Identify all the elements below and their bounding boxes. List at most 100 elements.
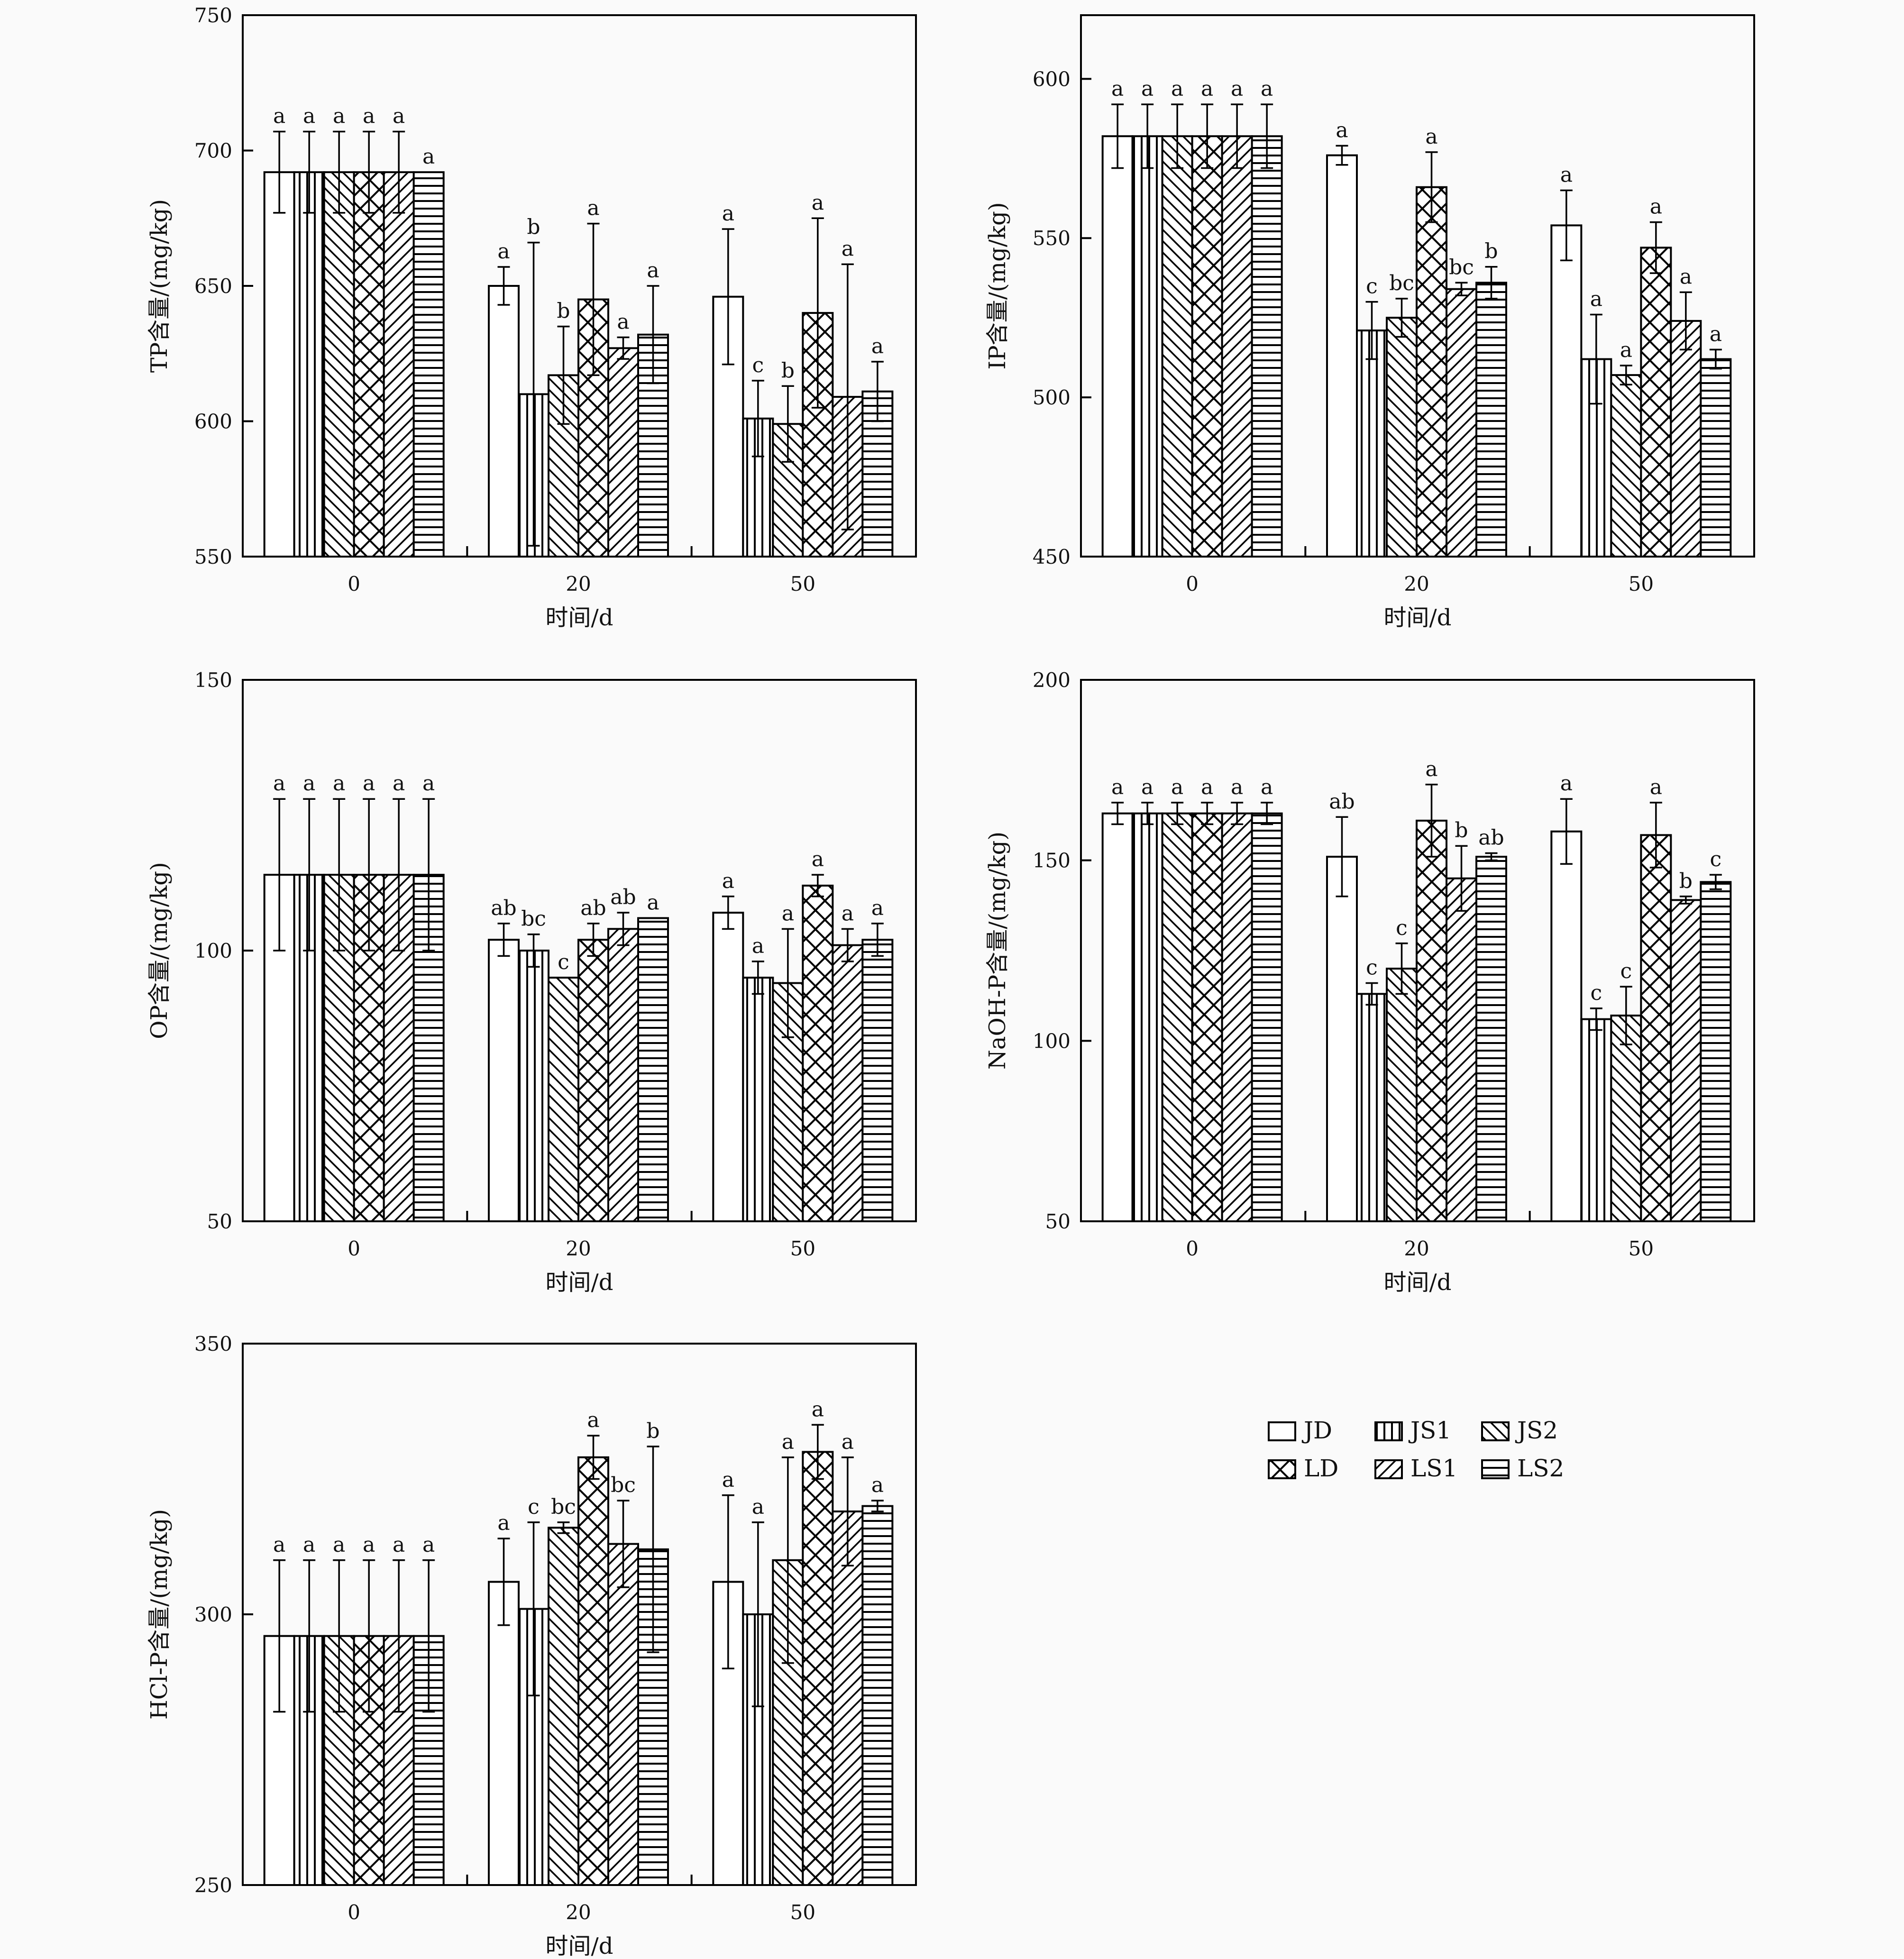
x-tick-label: 20 [566,1237,591,1260]
x-tick-label: 20 [566,572,591,595]
bar-JS1-20 [1356,330,1388,558]
bar-LS2-0 [1251,812,1283,1222]
legend-item-LS1: LS1 [1374,1455,1457,1482]
significance-label: b [781,358,795,383]
error-bar-JD-20 [1336,145,1348,166]
significance-label: bc [611,1473,636,1497]
error-bar-JD-0 [273,1559,286,1713]
error-bar-LD-50 [1649,221,1662,274]
significance-label: a [1111,77,1124,101]
error-bar-LD-20 [587,1435,600,1480]
significance-label: a [1201,77,1213,101]
bar-LS2-50 [861,1505,894,1886]
significance-label: a [363,104,375,128]
bar-JS1-0 [1131,812,1163,1222]
significance-label: a [363,1533,375,1557]
significance-label: a [1231,77,1243,101]
error-bar-LD-20 [1425,151,1438,223]
significance-label: c [1620,959,1632,983]
error-bar-JS1-0 [303,798,316,952]
error-bar-JS1-0 [303,1559,316,1713]
legend-item-LD: LD [1268,1455,1338,1482]
error-bar-LS2-50 [1709,874,1722,890]
bar-LS2-20 [1475,856,1507,1222]
significance-label: a [1261,775,1273,799]
bar-JS1-50 [1580,1018,1612,1222]
bar-JS2-20 [548,977,579,1223]
error-bar-LS2-20 [1485,265,1498,300]
significance-label: a [393,1533,405,1557]
error-bar-LS2-0 [1261,802,1273,825]
significance-label: a [333,104,345,128]
significance-label: a [1620,338,1632,362]
bar-LD-50 [1640,247,1672,558]
legend-swatch [1481,1459,1510,1479]
error-bar-LD-0 [1201,802,1214,825]
error-bar-LS2-50 [1709,348,1722,370]
significance-label: b [1455,818,1468,842]
y-axis-title: OP含量/(mg/kg) [146,862,173,1039]
significance-label: a [1590,287,1602,311]
bar-JD-20 [1326,856,1358,1222]
bar-LD-0 [1191,135,1223,558]
x-tick-label: 50 [1629,572,1654,595]
y-tick-label: 750 [194,4,232,27]
y-tick-label: 650 [194,275,232,298]
bar-LD-50 [802,884,834,1222]
error-bar-JD-20 [497,923,510,957]
significance-label: b [557,299,570,323]
error-bar-JS1-0 [303,130,316,214]
significance-label: a [722,869,734,893]
significance-label: a [752,1495,764,1519]
error-bar-JD-0 [1111,103,1124,169]
error-bar-LD-0 [1201,103,1214,169]
bar-LD-20 [1416,186,1447,558]
bar-JS1-0 [1131,135,1163,558]
error-bar-LD-50 [811,874,824,897]
significance-label: b [1484,239,1498,264]
legend-item-JS1: JS1 [1374,1417,1451,1444]
x-axis-title: 时间/d [546,1269,613,1296]
error-bar-JD-0 [1111,802,1124,825]
x-tick-label: 20 [1404,1237,1429,1260]
bar-JD-0 [1101,812,1134,1222]
error-bar-LD-0 [363,130,375,214]
significance-label: ab [610,885,636,909]
error-bar-JS2-50 [1620,365,1632,385]
y-axis-title: HCl-P含量/(mg/kg) [146,1509,173,1720]
significance-label: a [871,1473,884,1497]
bar-LD-50 [802,1451,834,1886]
significance-label: a [422,771,435,796]
bar-LS1-0 [1221,812,1253,1222]
error-bar-JD-20 [497,266,510,306]
significance-label: a [422,145,435,169]
error-bar-LS2-0 [422,798,435,952]
y-tick-label: 600 [1033,67,1071,91]
bar-JS2-0 [1161,135,1193,558]
x-tick-label: 50 [1629,1237,1654,1260]
significance-label: a [1201,775,1213,799]
legend-swatch [1481,1421,1510,1441]
bar-JD-0 [263,171,295,558]
y-tick-label: 450 [1033,545,1071,568]
error-bar-JS2-50 [781,385,794,463]
bar-JD-0 [1101,135,1134,558]
significance-label: a [842,1430,854,1454]
legend-label: JS2 [1515,1417,1558,1444]
significance-label: a [1710,322,1722,346]
significance-label: a [1560,771,1573,796]
bar-LS1-20 [607,347,639,558]
error-bar-LS1-50 [841,263,854,531]
significance-label: a [1231,775,1243,799]
significance-label: a [842,237,854,261]
bar-LS2-0 [1251,135,1283,558]
significance-label: a [812,847,824,871]
bar-JS2-20 [1386,968,1418,1222]
